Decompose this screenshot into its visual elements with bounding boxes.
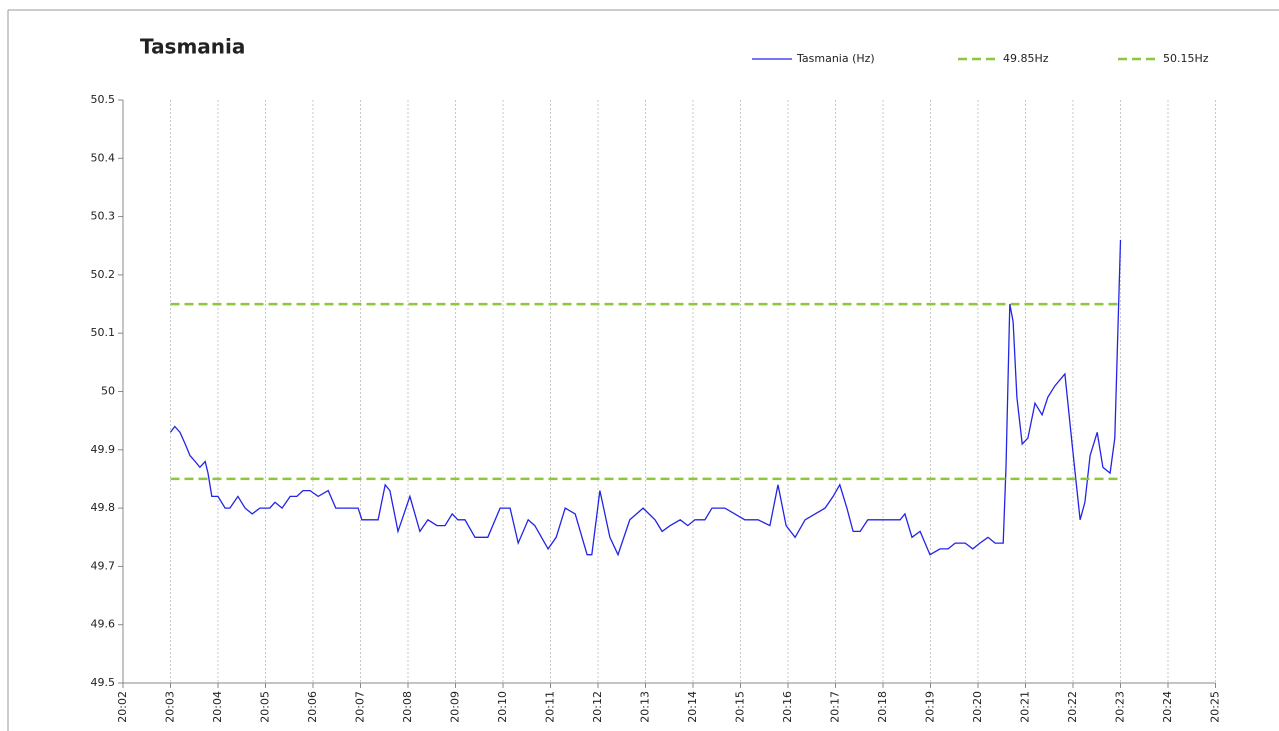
x-tick-label: 20:12 xyxy=(591,691,604,723)
x-tick-label: 20:18 xyxy=(876,691,889,723)
x-tick-label: 20:20 xyxy=(971,691,984,723)
y-tick-label: 49.6 xyxy=(91,618,116,631)
x-tick-label: 20:21 xyxy=(1019,691,1032,723)
x-tick-label: 20:09 xyxy=(449,691,462,723)
y-tick-label: 50.1 xyxy=(91,326,116,339)
y-tick-label: 50.5 xyxy=(91,93,116,106)
series-line xyxy=(169,239,1122,557)
x-tick-label: 20:14 xyxy=(686,691,699,723)
x-tick-label: 20:19 xyxy=(924,691,937,723)
y-tick-label: 50 xyxy=(101,385,115,398)
x-tick-label: 20:16 xyxy=(781,691,794,723)
y-tick-label: 49.8 xyxy=(91,501,116,514)
x-tick-label: 20:04 xyxy=(211,691,224,723)
x-tick-label: 20:17 xyxy=(829,691,842,723)
x-tick-label: 20:06 xyxy=(306,691,319,723)
y-tick-label: 50.3 xyxy=(91,210,116,223)
x-tick-label: 20:05 xyxy=(259,691,272,723)
chart-title: Tasmania xyxy=(140,35,245,59)
legend-label: 50.15Hz xyxy=(1163,52,1209,65)
y-tick-label: 50.2 xyxy=(91,268,116,281)
x-tick-label: 20:02 xyxy=(116,691,129,723)
x-tick-label: 20:10 xyxy=(496,691,509,723)
x-tick-label: 20:13 xyxy=(639,691,652,723)
legend-label: Tasmania (Hz) xyxy=(796,52,875,65)
x-tick-label: 20:15 xyxy=(734,691,747,723)
legend-label: 49.85Hz xyxy=(1003,52,1049,65)
y-tick-label: 50.4 xyxy=(91,151,116,164)
y-tick-label: 49.5 xyxy=(91,676,116,689)
x-tick-label: 20:22 xyxy=(1066,691,1079,723)
y-tick-label: 49.9 xyxy=(91,443,116,456)
y-tick-label: 49.7 xyxy=(91,559,116,572)
x-tick-label: 20:25 xyxy=(1209,691,1222,723)
x-tick-label: 20:23 xyxy=(1114,691,1127,723)
x-tick-label: 20:03 xyxy=(164,691,177,723)
x-tick-label: 20:11 xyxy=(544,691,557,723)
x-tick-label: 20:08 xyxy=(401,691,414,723)
x-tick-label: 20:07 xyxy=(354,691,367,723)
x-tick-label: 20:24 xyxy=(1161,691,1174,723)
